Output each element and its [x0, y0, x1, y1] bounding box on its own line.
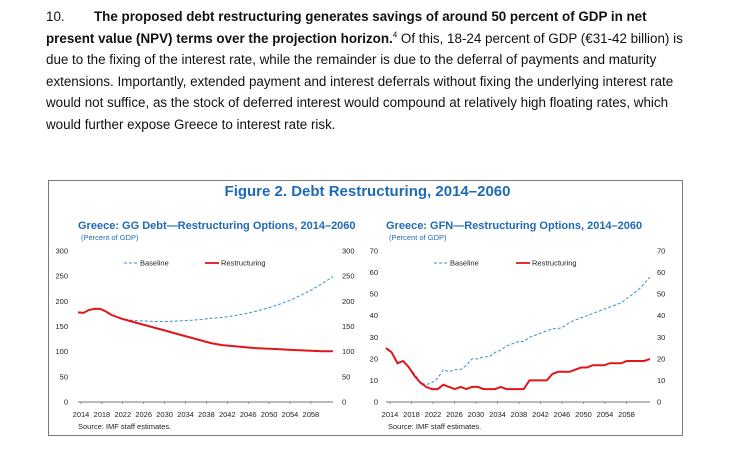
- y-tick-label-left: 0: [64, 398, 68, 407]
- y-tick-label-left: 60: [370, 268, 378, 277]
- x-tick-label: 2018: [94, 410, 111, 419]
- restructuring-series-line: [77, 307, 333, 353]
- legend-restructuring-label: Restructuring: [221, 259, 266, 268]
- body-paragraph: 10. The proposed debt restructuring gener…: [46, 6, 686, 135]
- y-tick-label-right: 50: [342, 372, 350, 381]
- y-tick-label-left: 250: [55, 272, 68, 281]
- figure-title: Figure 2. Debt Restructuring, 2014–2060: [224, 183, 511, 200]
- y-tick-label-left: 50: [370, 290, 378, 299]
- y-tick-label-left: 20: [370, 354, 378, 363]
- y-tick-label-left: 70: [370, 247, 378, 256]
- y-tick-label-right: 0: [657, 398, 661, 407]
- y-tick-label-right: 20: [657, 354, 665, 363]
- y-tick-label-right: 50: [657, 290, 665, 299]
- x-tick-label: 2022: [425, 410, 442, 419]
- chart-source: Source: IMF staff estimates.: [388, 422, 481, 431]
- x-tick-label: 2042: [219, 410, 236, 419]
- x-tick-label: 2030: [156, 410, 173, 419]
- chart-source: Source: IMF staff estimates.: [78, 422, 171, 431]
- y-tick-label-left: 50: [60, 372, 68, 381]
- x-tick-label: 2026: [135, 410, 152, 419]
- y-tick-label-left: 200: [55, 297, 68, 306]
- x-tick-label: 2054: [282, 410, 299, 419]
- x-tick-label: 2018: [403, 410, 420, 419]
- chart-subtitle: (Percent of GDP): [81, 233, 139, 242]
- legend-baseline-label: Baseline: [450, 259, 479, 268]
- chart-title: Greece: GFN—Restructuring Options, 2014–…: [386, 220, 642, 232]
- x-tick-label: 2054: [597, 410, 614, 419]
- x-tick-label: 2050: [575, 410, 592, 419]
- chart-title: Greece: GG Debt—Restructuring Options, 2…: [78, 220, 356, 232]
- y-tick-label-left: 150: [55, 322, 68, 331]
- y-tick-label-right: 60: [657, 268, 665, 277]
- y-tick-label-right: 100: [342, 347, 355, 356]
- restructuring-series-line: [385, 347, 651, 391]
- y-tick-label-right: 40: [657, 311, 665, 320]
- legend-baseline-label: Baseline: [140, 259, 169, 268]
- x-tick-label: 2046: [554, 410, 571, 419]
- x-tick-label: 2046: [240, 410, 257, 419]
- x-tick-label: 2014: [382, 410, 399, 419]
- x-tick-label: 2030: [468, 410, 485, 419]
- y-tick-label-right: 0: [342, 398, 346, 407]
- y-tick-label-left: 300: [55, 247, 68, 256]
- paragraph-lead-sentence: The proposed debt restructuring generate…: [46, 9, 647, 46]
- y-tick-label-left: 30: [370, 333, 378, 342]
- y-tick-label-left: 100: [55, 347, 68, 356]
- x-tick-label: 2050: [261, 410, 278, 419]
- x-tick-label: 2034: [489, 410, 506, 419]
- paragraph-number: 10.: [46, 9, 65, 24]
- x-tick-label: 2026: [446, 410, 463, 419]
- x-tick-label: 2014: [73, 410, 90, 419]
- y-tick-label-right: 10: [657, 376, 665, 385]
- y-tick-label-right: 300: [342, 247, 355, 256]
- baseline-series-line: [385, 276, 651, 386]
- legend-restructuring-label: Restructuring: [532, 259, 577, 268]
- figure-frame: [48, 180, 683, 436]
- y-tick-label-right: 150: [342, 322, 355, 331]
- y-tick-label-left: 40: [370, 311, 378, 320]
- y-tick-label-right: 70: [657, 247, 665, 256]
- x-tick-label: 2058: [618, 410, 635, 419]
- x-tick-label: 2022: [114, 410, 131, 419]
- y-tick-label-right: 250: [342, 272, 355, 281]
- y-tick-label-right: 30: [657, 333, 665, 342]
- chart-subtitle: (Percent of GDP): [389, 233, 447, 242]
- y-tick-label-left: 10: [370, 376, 378, 385]
- y-tick-label-right: 200: [342, 297, 355, 306]
- paragraph-body-text: Of this, 18-24 percent of GDP (€31-42 bi…: [46, 30, 683, 132]
- x-tick-label: 2042: [532, 410, 549, 419]
- footnote-marker[interactable]: 4: [392, 30, 398, 40]
- x-tick-label: 2038: [511, 410, 528, 419]
- y-tick-label-left: 0: [374, 398, 378, 407]
- x-tick-label: 2038: [198, 410, 215, 419]
- x-tick-label: 2058: [303, 410, 320, 419]
- x-tick-label: 2034: [177, 410, 194, 419]
